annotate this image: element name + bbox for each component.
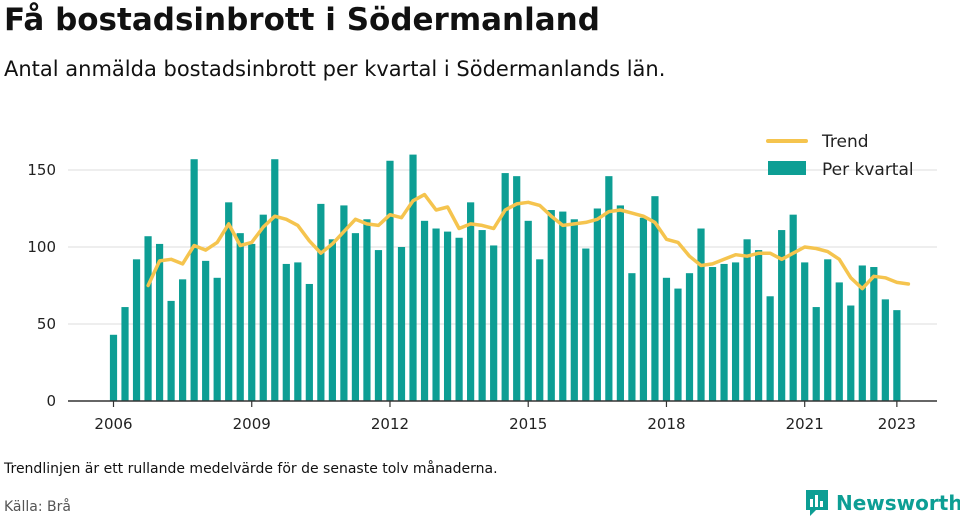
bar [179, 279, 187, 401]
brand-logo[interactable]: Newsworthy [804, 488, 960, 518]
bar [501, 173, 509, 401]
bar [639, 217, 648, 401]
bar [628, 273, 636, 401]
bar [766, 296, 774, 401]
x-tick-label: 2021 [786, 415, 824, 433]
bar [432, 228, 440, 401]
bar [271, 159, 279, 401]
bar [155, 243, 164, 401]
bar [467, 202, 475, 401]
y-tick-label: 100 [27, 238, 56, 256]
bar [490, 245, 498, 401]
trend-line [146, 192, 911, 291]
bar [720, 263, 728, 401]
bar [167, 300, 175, 401]
bar [202, 260, 210, 401]
source-label: Källa: Brå [4, 499, 71, 515]
bar [824, 259, 832, 401]
bar [340, 205, 348, 401]
bar [570, 219, 578, 401]
bar [789, 214, 797, 401]
bar [213, 277, 221, 401]
bar [420, 220, 429, 401]
bar [662, 277, 671, 401]
bar [190, 159, 198, 401]
bar [305, 283, 313, 401]
bar [651, 196, 659, 401]
y-tick-label: 0 [46, 392, 56, 410]
legend-bars-label: Per kvartal [822, 160, 914, 180]
x-tick-label: 2015 [509, 415, 547, 433]
chart-title: Få bostadsinbrott i Södermanland [4, 2, 600, 38]
bar [536, 259, 544, 401]
bar [121, 307, 129, 401]
bar [248, 243, 256, 401]
bar [593, 208, 601, 401]
bar [294, 262, 302, 401]
bar [847, 305, 855, 401]
legend-trend-label: Trend [821, 132, 869, 152]
bar [755, 250, 763, 401]
legend-bars-swatch [768, 161, 806, 175]
bar [870, 267, 878, 401]
bar [282, 263, 290, 401]
bar [386, 160, 394, 401]
bar [582, 248, 590, 401]
bar [812, 307, 820, 401]
bar [374, 250, 383, 401]
bar [225, 202, 233, 401]
x-tick-label: 2018 [647, 415, 685, 433]
bar [858, 265, 866, 401]
bar [144, 236, 152, 401]
bar [363, 219, 371, 401]
bar [547, 210, 555, 401]
bar [893, 310, 901, 401]
bar [801, 262, 809, 401]
newsworthy-logo-icon [806, 490, 828, 516]
chart-subtitle: Antal anmälda bostadsinbrott per kvartal… [4, 57, 666, 81]
x-tick-label: 2023 [878, 415, 916, 433]
bar [697, 228, 705, 401]
y-tick-label: 150 [27, 161, 56, 179]
bar [524, 220, 532, 401]
bar [443, 231, 452, 401]
bar [835, 282, 843, 401]
bar [132, 259, 141, 401]
bar [259, 214, 267, 401]
bar [351, 233, 360, 401]
bar [559, 211, 567, 401]
bar [236, 233, 244, 401]
bar [778, 230, 786, 401]
bar [455, 237, 463, 401]
y-tick-label: 50 [37, 315, 56, 333]
chart-note: Trendlinjen är ett rullande medelvärde f… [4, 461, 498, 477]
bar [409, 154, 417, 401]
bar-line-chart: 0 50 100 150 2006 2009 2012 2015 2018 2021 2023 Tr… [27, 132, 937, 433]
bar [881, 299, 889, 401]
bar [478, 230, 486, 401]
bar [328, 239, 336, 401]
x-tick-label: 2012 [371, 415, 409, 433]
x-tick-label: 2006 [94, 415, 132, 433]
bar [605, 176, 613, 401]
bar [674, 288, 682, 401]
brand-name: Newsworthy [836, 491, 960, 515]
bar [397, 247, 406, 401]
bar [731, 262, 740, 401]
bar [109, 334, 118, 401]
bar [743, 239, 751, 401]
bar [616, 205, 624, 401]
bar [513, 176, 521, 401]
bar [708, 267, 717, 401]
bar [317, 203, 325, 401]
x-tick-label: 2009 [233, 415, 271, 433]
bar [685, 273, 694, 401]
